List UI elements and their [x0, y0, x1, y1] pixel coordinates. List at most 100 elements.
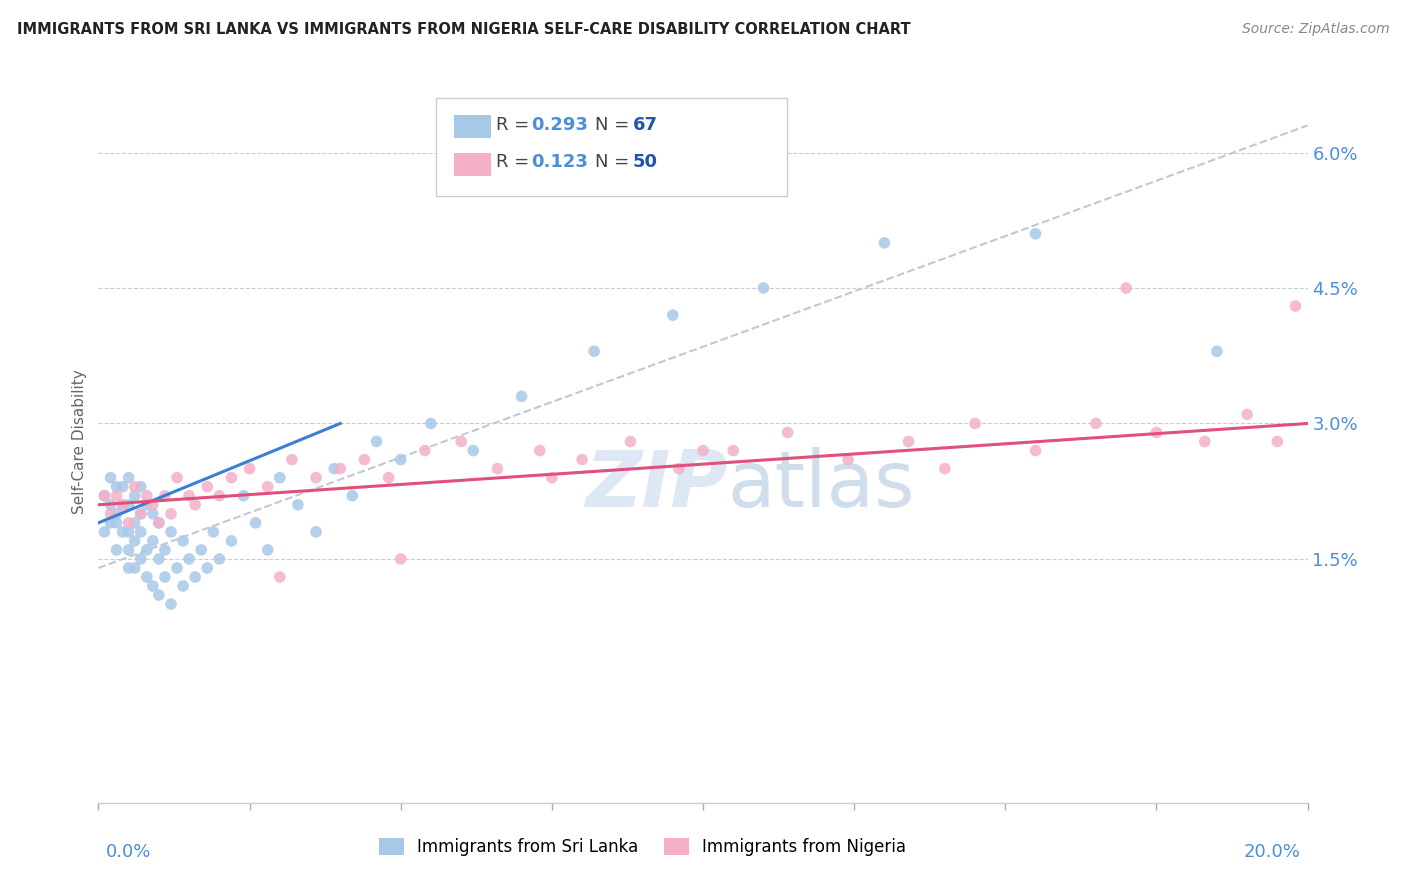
Point [776, 425, 799, 440]
Text: 50: 50 [633, 153, 658, 171]
Point [965, 417, 987, 431]
Point [837, 452, 859, 467]
Point [105, 480, 128, 494]
Point [118, 498, 141, 512]
Point [111, 498, 134, 512]
Point [510, 389, 533, 403]
Point [142, 579, 165, 593]
Point [245, 516, 267, 530]
Point [195, 480, 218, 494]
Point [1267, 434, 1289, 449]
Point [153, 542, 176, 557]
Point [323, 461, 346, 475]
Point [190, 542, 212, 557]
Point [269, 570, 291, 584]
Point [148, 552, 170, 566]
Point [661, 308, 683, 322]
Point [118, 516, 141, 530]
Point [583, 344, 606, 359]
Point [135, 570, 157, 584]
Point [269, 470, 291, 484]
Point [142, 498, 165, 512]
Point [93, 489, 115, 503]
Y-axis label: Self-Care Disability: Self-Care Disability [72, 369, 87, 514]
Point [135, 489, 157, 503]
Point [752, 281, 775, 295]
Point [179, 489, 201, 503]
Text: IMMIGRANTS FROM SRI LANKA VS IMMIGRANTS FROM NIGERIA SELF-CARE DISABILITY CORREL: IMMIGRANTS FROM SRI LANKA VS IMMIGRANTS … [17, 22, 911, 37]
Point [124, 561, 146, 575]
Point [111, 524, 134, 539]
Point [184, 498, 207, 512]
Point [934, 461, 956, 475]
Text: 0.0%: 0.0% [105, 843, 150, 861]
Point [153, 489, 176, 503]
Point [129, 524, 152, 539]
Point [129, 552, 152, 566]
Point [142, 533, 165, 548]
Point [389, 452, 412, 467]
Point [329, 461, 352, 475]
Point [118, 542, 141, 557]
Point [389, 552, 412, 566]
Point [413, 443, 436, 458]
Point [105, 516, 128, 530]
Point [281, 452, 304, 467]
Point [135, 498, 157, 512]
Point [118, 561, 141, 575]
Point [105, 507, 128, 521]
Point [305, 470, 328, 484]
Point [129, 507, 152, 521]
Text: 20.0%: 20.0% [1244, 843, 1301, 861]
Point [529, 443, 551, 458]
Point [1284, 299, 1306, 313]
Point [232, 489, 254, 503]
Point [160, 507, 183, 521]
Point [256, 480, 278, 494]
Point [111, 498, 134, 512]
Point [202, 524, 225, 539]
Point [342, 489, 364, 503]
Point [1206, 344, 1229, 359]
Point [571, 452, 593, 467]
Point [287, 498, 309, 512]
Point [540, 470, 562, 484]
Legend: Immigrants from Sri Lanka, Immigrants from Nigeria: Immigrants from Sri Lanka, Immigrants fr… [373, 831, 912, 863]
Point [692, 443, 714, 458]
Point [463, 443, 485, 458]
Point [148, 516, 170, 530]
Point [100, 516, 122, 530]
Text: Source: ZipAtlas.com: Source: ZipAtlas.com [1241, 22, 1389, 37]
Point [1085, 417, 1108, 431]
Point [420, 417, 443, 431]
Point [93, 489, 115, 503]
Point [1194, 434, 1216, 449]
Point [118, 524, 141, 539]
Point [160, 597, 183, 611]
Point [124, 489, 146, 503]
Point [166, 561, 188, 575]
Point [153, 570, 176, 584]
Point [118, 470, 141, 484]
Text: 67: 67 [633, 116, 658, 134]
Point [184, 570, 207, 584]
Point [172, 579, 194, 593]
Point [208, 552, 231, 566]
Point [148, 588, 170, 602]
Point [305, 524, 328, 539]
Point [1236, 408, 1258, 422]
Point [129, 480, 152, 494]
Point [208, 489, 231, 503]
Point [160, 524, 183, 539]
Point [124, 480, 146, 494]
Text: 0.123: 0.123 [531, 153, 588, 171]
Point [142, 507, 165, 521]
Point [239, 461, 262, 475]
Point [129, 507, 152, 521]
Text: ZIP: ZIP [585, 447, 727, 523]
Point [124, 516, 146, 530]
Text: atlas: atlas [727, 447, 915, 523]
Text: N =: N = [595, 153, 634, 171]
Point [450, 434, 472, 449]
Text: 0.293: 0.293 [531, 116, 588, 134]
